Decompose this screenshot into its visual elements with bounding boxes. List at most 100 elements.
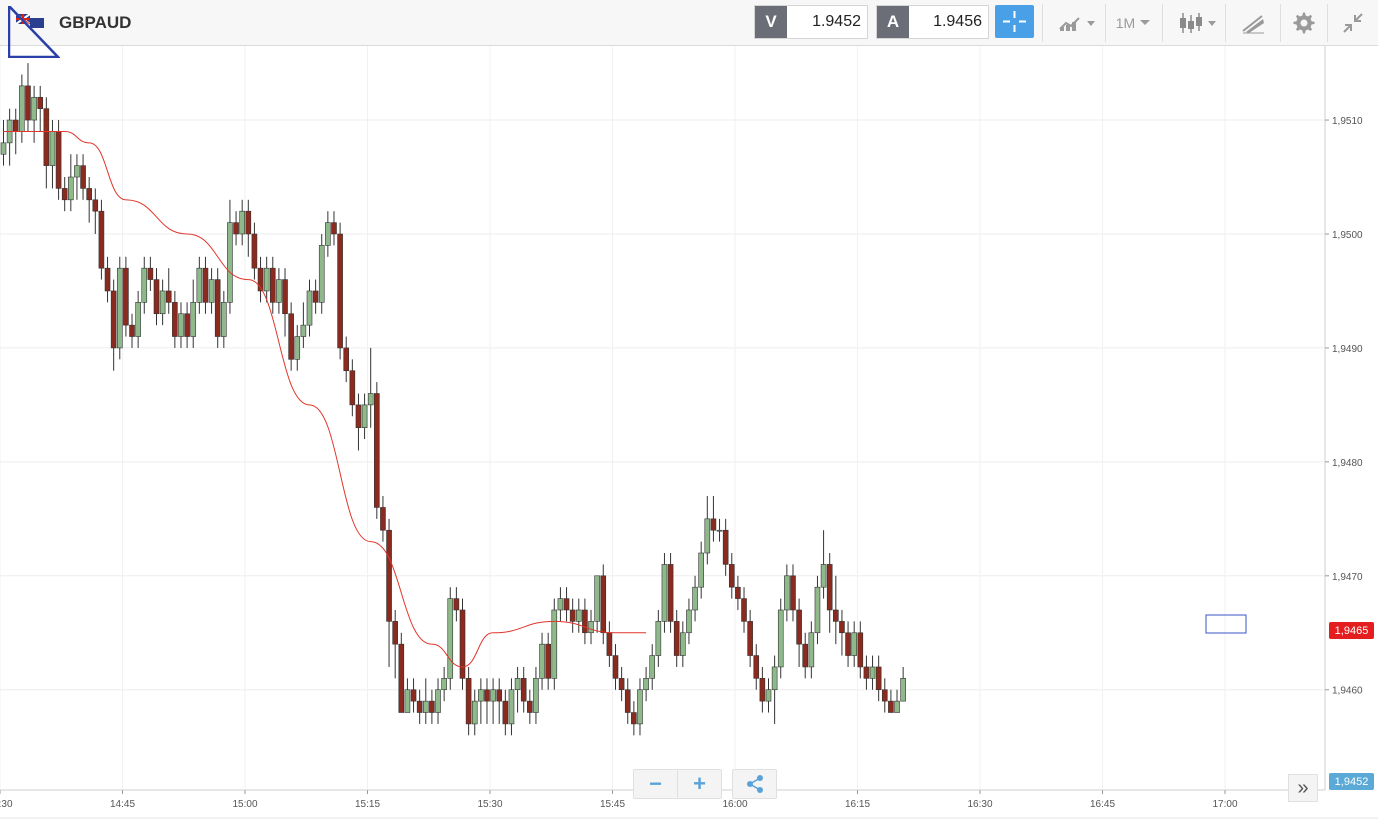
candle	[673, 609, 680, 667]
x-tick-label: 16:45	[1090, 799, 1115, 810]
candle	[251, 222, 258, 280]
candle	[61, 177, 68, 212]
candle	[465, 666, 472, 736]
candle	[637, 678, 643, 736]
candle	[527, 689, 533, 724]
moving-average-line	[3, 130, 647, 668]
share-icon	[733, 770, 776, 798]
y-tick-label: 1,9460	[1332, 686, 1363, 697]
candle	[520, 666, 527, 713]
zoom-out-icon[interactable]: −	[634, 770, 678, 798]
candle	[667, 553, 674, 633]
crosshair-button[interactable]	[995, 5, 1034, 38]
candle	[802, 632, 809, 679]
candle	[55, 120, 62, 200]
chart-type-button[interactable]	[1165, 0, 1223, 46]
candle	[104, 256, 111, 303]
candle	[875, 655, 882, 702]
candlestick-chart[interactable]: 1,9510 1,9500 1,9490 1,9480 1,9470 1,9460 14:…	[0, 46, 1378, 821]
candle	[710, 496, 717, 542]
drawing-tools-button[interactable]	[1228, 0, 1278, 46]
candle	[43, 97, 50, 189]
chart-toolbar: GBPAUD V 1.9452 A 1.9456 1M	[0, 0, 1378, 58]
sell-price-button[interactable]: V 1.9452	[754, 5, 868, 39]
candle	[728, 553, 735, 599]
candle	[325, 211, 331, 257]
candle	[422, 678, 429, 724]
x-tick-label: 16:00	[722, 799, 747, 810]
crosshair-icon	[1003, 11, 1026, 32]
collapse-button[interactable]	[1330, 0, 1376, 46]
candle	[471, 689, 478, 736]
instrument-symbol: GBPAUD	[59, 13, 132, 32]
current-price-tag: 1,9465	[1329, 622, 1374, 639]
candle	[735, 575, 741, 610]
buy-price-button[interactable]: A 1.9456	[876, 5, 989, 39]
scroll-right-icon[interactable]: »	[1288, 774, 1318, 802]
candle	[398, 632, 405, 713]
sell-label: V	[755, 6, 787, 38]
candle	[135, 290, 141, 348]
candle	[557, 587, 564, 622]
candle	[563, 587, 570, 622]
candle	[282, 268, 288, 337]
candle	[92, 188, 99, 234]
candle	[649, 644, 656, 690]
flag-icon	[8, 6, 60, 58]
buy-label: A	[877, 6, 909, 38]
candle	[600, 564, 607, 645]
candle	[845, 621, 851, 667]
candle	[453, 587, 460, 622]
candle	[643, 666, 649, 702]
candle	[367, 347, 374, 428]
candle	[612, 644, 619, 690]
candle	[306, 279, 313, 337]
period-label: 1M	[1115, 15, 1136, 31]
zoom-controls: − +	[633, 769, 722, 799]
candle	[6, 108, 13, 166]
settings-button[interactable]	[1283, 0, 1325, 46]
period-selector[interactable]: 1M	[1108, 0, 1160, 46]
candle	[312, 279, 319, 314]
candle	[686, 598, 692, 645]
candle	[184, 302, 190, 348]
candle	[190, 279, 197, 348]
candle	[594, 575, 600, 633]
candle	[196, 256, 203, 314]
candle	[337, 222, 343, 360]
candle	[410, 678, 417, 713]
candle	[116, 256, 123, 360]
candle	[276, 268, 282, 314]
indicators-button[interactable]	[1045, 0, 1103, 46]
candle	[777, 598, 784, 679]
candle	[435, 678, 441, 724]
candle	[441, 666, 447, 702]
candle	[343, 336, 350, 383]
gear-icon	[1293, 12, 1315, 34]
candle	[147, 256, 154, 291]
share-button[interactable]	[732, 769, 777, 799]
candle	[25, 63, 31, 132]
y-tick-label: 1,9490	[1332, 344, 1363, 355]
candle	[514, 666, 521, 713]
candle	[741, 587, 747, 633]
candle	[900, 666, 906, 702]
x-tick-label: 14:30	[0, 799, 13, 810]
y-tick-label: 1,9500	[1332, 230, 1363, 241]
candle	[37, 85, 44, 132]
x-tick-label: 17:00	[1212, 799, 1237, 810]
candle	[826, 553, 833, 633]
candle	[502, 689, 509, 736]
candle	[349, 359, 356, 417]
candle	[588, 609, 594, 645]
candle	[263, 256, 270, 303]
x-tick-label: 15:30	[477, 799, 502, 810]
candle	[814, 575, 821, 645]
candle	[74, 154, 80, 200]
candle	[569, 598, 576, 633]
candle	[624, 678, 631, 724]
zoom-in-icon[interactable]: +	[693, 771, 706, 796]
candle	[863, 655, 870, 690]
price-chart[interactable]: 1,9510 1,9500 1,9490 1,9480 1,9470 1,9460 14:…	[0, 46, 1378, 821]
candle	[202, 256, 209, 314]
